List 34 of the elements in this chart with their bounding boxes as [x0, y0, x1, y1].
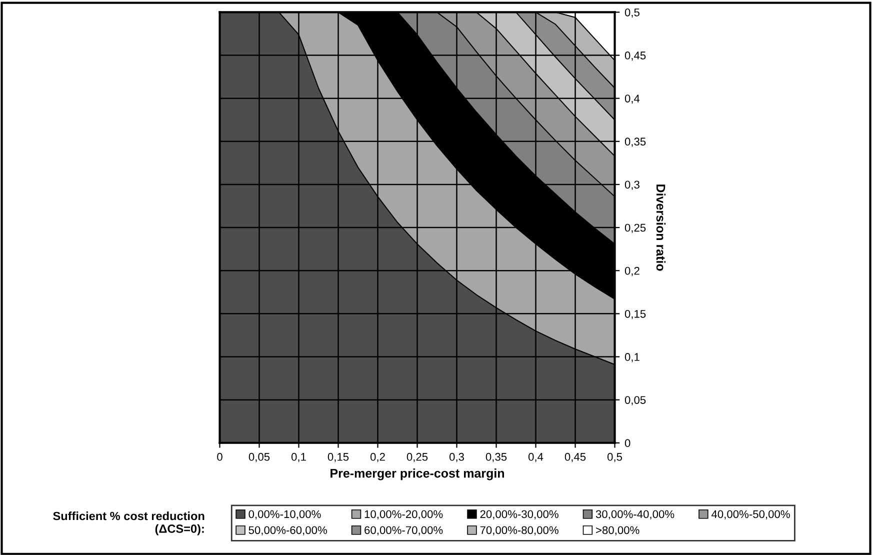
- legend-label: 0,00%-10,00%: [248, 510, 321, 520]
- x-axis-title: Pre-merger price-cost margin: [330, 468, 504, 480]
- y-tick-label: 0,25: [624, 224, 646, 233]
- y-tick-label: 0,15: [624, 310, 646, 320]
- y-tick-label: 0,35: [624, 138, 646, 147]
- y-tick-label: 0,05: [624, 396, 646, 406]
- y-tick-label: 0,5: [624, 8, 640, 18]
- x-tick-label: 0,2: [370, 452, 385, 462]
- x-tick-label: 0,15: [328, 452, 349, 462]
- y-tick-label: 0,3: [624, 180, 640, 190]
- x-tick-label: 0,45: [564, 452, 586, 462]
- legend-label: 70,00%-80,00%: [480, 526, 558, 536]
- x-tick-label: 0,5: [607, 452, 622, 462]
- legend-label: >80,00%: [596, 526, 640, 536]
- x-tick-label: 0,25: [406, 452, 428, 462]
- y-tick-label: 0,4: [624, 94, 640, 104]
- legend-label: 40,00%-50,00%: [711, 510, 790, 520]
- x-tick-label: 0: [217, 452, 222, 461]
- x-tick-label: 0,3: [449, 452, 464, 462]
- x-tick-label: 0,1: [291, 452, 306, 462]
- legend-title: Sufficient % cost reduction (ΔCS=0):: [53, 512, 204, 536]
- legend-label: 30,00%-40,00%: [596, 510, 674, 520]
- x-tick-label: 0,05: [248, 452, 270, 462]
- y-tick-label: 0,1: [624, 353, 640, 362]
- legend-label: 20,00%-30,00%: [480, 510, 558, 520]
- y-tick-label: 0,45: [624, 52, 646, 61]
- y-tick-label: 0: [624, 439, 630, 448]
- legend-label: 60,00%-70,00%: [364, 526, 443, 536]
- y-tick-label: 0,2: [624, 266, 640, 276]
- x-tick-label: 0,35: [486, 452, 507, 462]
- legend-label: 50,00%-60,00%: [248, 526, 327, 536]
- x-tick-label: 0,4: [528, 452, 544, 462]
- legend-label: 10,00%-20,00%: [364, 510, 443, 520]
- y-axis-title: Diversion ratio: [656, 184, 666, 271]
